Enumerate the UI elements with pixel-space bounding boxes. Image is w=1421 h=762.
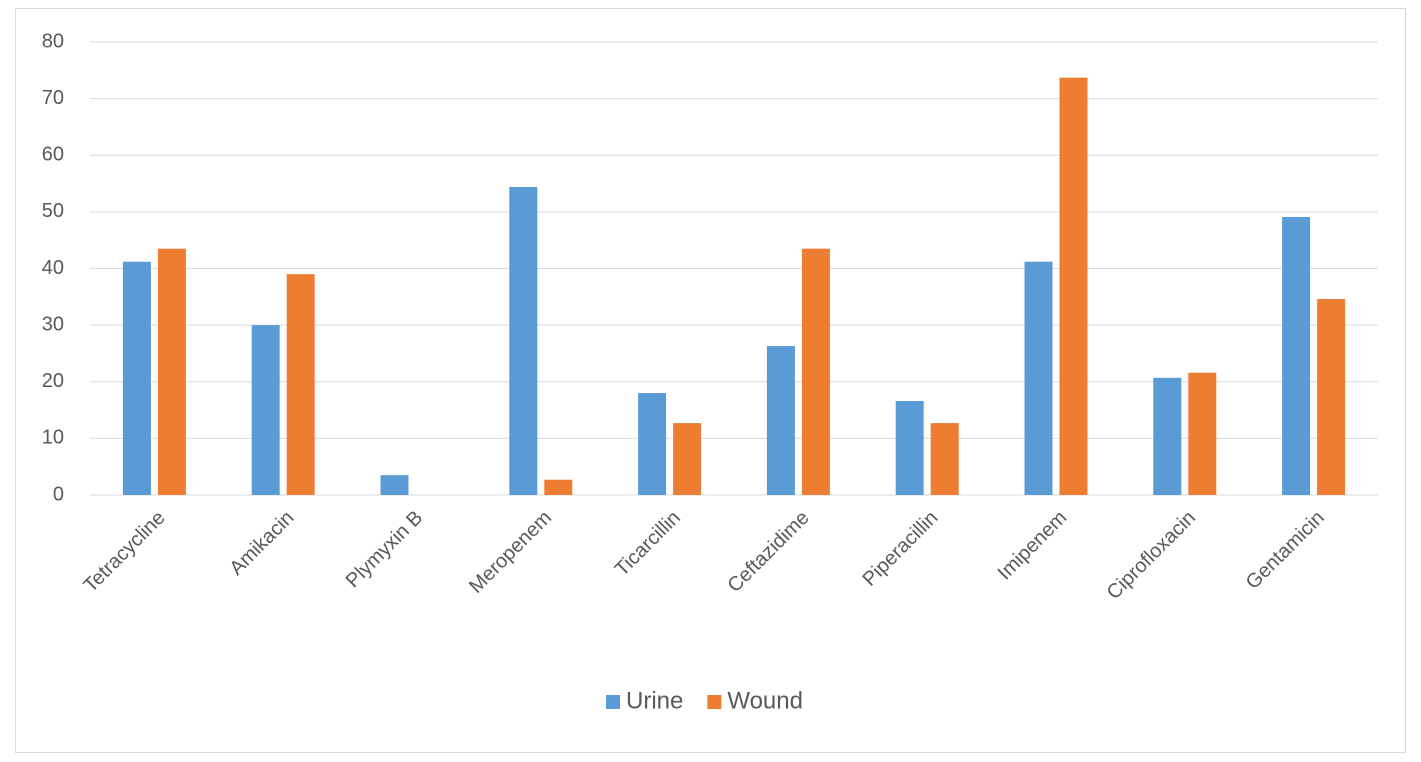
legend-swatch: [606, 695, 620, 709]
bar: [1317, 299, 1346, 495]
bar: [638, 393, 667, 495]
bar: [1059, 77, 1088, 495]
bar: [509, 186, 538, 495]
y-tick-label: 10: [42, 427, 64, 449]
bar: [1153, 377, 1182, 495]
y-tick-label: 40: [42, 257, 64, 279]
y-tick-label: 80: [42, 30, 64, 52]
y-tick-label: 50: [42, 200, 64, 222]
bar: [801, 248, 830, 495]
y-tick-label: 70: [42, 87, 64, 109]
bar: [1188, 372, 1217, 495]
bar: [895, 401, 924, 495]
y-tick-label: 20: [42, 370, 64, 392]
bar: [157, 248, 186, 495]
y-tick-label: 30: [42, 313, 64, 335]
bar: [122, 261, 151, 495]
bar: [673, 423, 702, 495]
bar: [766, 346, 795, 495]
bar: [251, 325, 280, 495]
bar: [1282, 216, 1311, 495]
legend-swatch: [707, 695, 722, 709]
y-tick-label: 0: [53, 483, 64, 505]
bar: [286, 274, 315, 495]
bar: [1024, 261, 1053, 495]
bar: [380, 475, 409, 495]
y-tick-label: 60: [42, 144, 64, 166]
bar: [544, 479, 573, 495]
legend-label: Wound: [727, 687, 803, 714]
bar: [930, 423, 959, 495]
legend-label: Urine: [626, 687, 683, 714]
